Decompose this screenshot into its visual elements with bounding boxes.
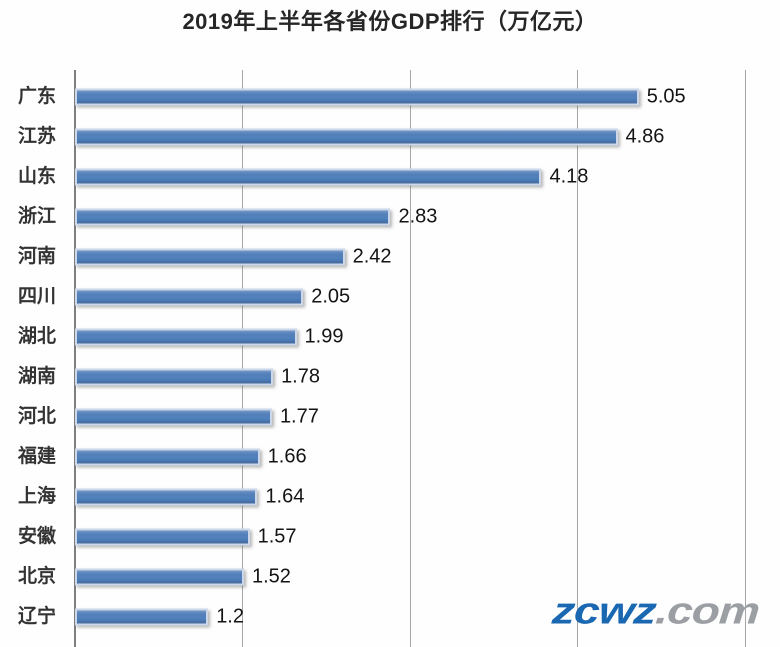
bar-row: 山东 4.18 (18, 157, 745, 197)
bar (75, 248, 345, 265)
category-label: 湖北 (17, 325, 56, 347)
category-label: 河南 (17, 245, 56, 267)
value-label: 1.57 (257, 525, 297, 547)
value-label: 2.05 (311, 285, 351, 307)
value-label: 2.42 (352, 245, 392, 267)
gridline (745, 70, 746, 647)
watermark-primary-text: zcwz (551, 588, 658, 632)
bar (75, 368, 274, 385)
value-label: 1.64 (265, 485, 305, 507)
bar (75, 88, 639, 105)
bar (75, 328, 297, 345)
watermark-logo: zcwz.com (551, 588, 761, 632)
category-axis-line (74, 70, 76, 647)
watermark-secondary-text: .com (654, 588, 761, 632)
value-label: 1.78 (281, 365, 320, 387)
value-label: 1.52 (251, 565, 291, 587)
category-label: 北京 (17, 565, 56, 587)
gridline (577, 70, 579, 647)
bar (75, 168, 542, 185)
category-label: 湖南 (17, 365, 56, 387)
category-label: 福建 (17, 445, 56, 467)
bar (75, 568, 244, 585)
category-label: 广东 (17, 85, 56, 107)
bar-row: 辽宁 1.2 (18, 597, 745, 637)
bar (75, 528, 250, 545)
bar (75, 208, 391, 225)
gridline (409, 70, 411, 647)
bar-row: 河北 1.77 (18, 397, 745, 437)
category-label: 江苏 (17, 125, 56, 147)
value-label: 4.86 (625, 125, 665, 147)
bar-row: 浙江 2.83 (18, 197, 745, 237)
bar (75, 608, 209, 625)
bar (75, 488, 258, 505)
category-label: 河北 (17, 405, 56, 427)
bar-row: 湖北 1.99 (18, 317, 745, 357)
chart-title: 2019年上半年各省份GDP排行（万亿元） (182, 9, 598, 34)
category-label: 山东 (17, 165, 56, 187)
category-label: 辽宁 (17, 605, 56, 627)
value-label: 1.66 (267, 445, 307, 467)
value-label: 1.99 (304, 325, 344, 347)
bar (75, 128, 618, 145)
category-label: 上海 (17, 485, 56, 507)
bar-row: 河南 2.42 (18, 237, 745, 277)
bar-row: 上海 1.64 (18, 477, 745, 517)
category-label: 四川 (17, 285, 56, 307)
bar-row: 广东 5.05 (18, 77, 745, 117)
value-label: 4.18 (549, 165, 589, 187)
plot-area: 广东 5.05 江苏 4.86 山东 4.18 浙江 2.83 河南 2.42 四川 2.05 湖北 1.… (18, 70, 746, 647)
bar-row: 四川 2.05 (18, 277, 745, 317)
category-label: 浙江 (17, 205, 56, 227)
value-label: 1.77 (279, 405, 319, 427)
bar-row: 北京 1.52 (18, 557, 745, 597)
category-label: 安徽 (17, 525, 56, 547)
bar (75, 448, 260, 465)
bar (75, 288, 304, 305)
value-label: 5.05 (646, 85, 686, 107)
bar-row: 湖南 1.78 (18, 357, 745, 397)
bar-row: 江苏 4.86 (18, 117, 745, 157)
bar-row: 福建 1.66 (18, 437, 745, 477)
bar-row: 安徽 1.57 (18, 517, 745, 557)
value-label: 1.2 (216, 605, 244, 627)
bar (75, 408, 272, 425)
value-label: 2.83 (398, 205, 438, 227)
gridline (241, 70, 243, 647)
